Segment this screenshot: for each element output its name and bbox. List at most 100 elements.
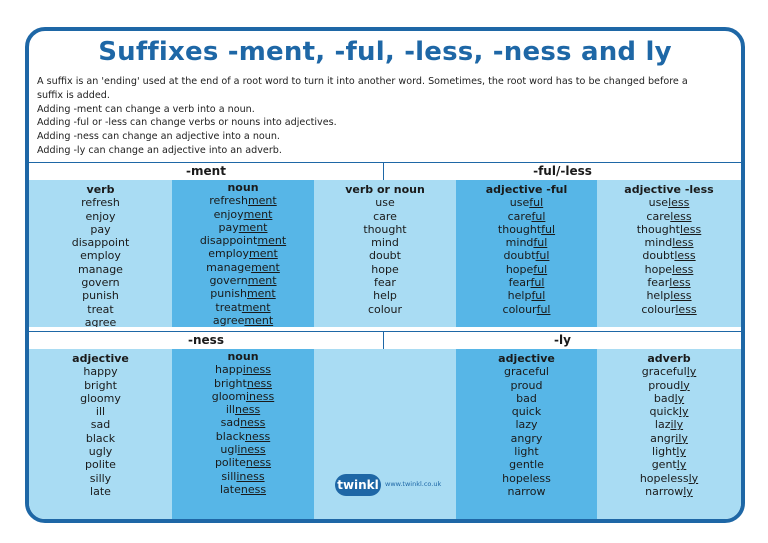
word-item: payment: [172, 221, 314, 234]
word-root: fear: [647, 276, 670, 290]
word-item: ugliness: [172, 443, 314, 456]
word-suffix: ness: [246, 376, 273, 390]
word-item: sadness: [172, 416, 314, 429]
word-item: black: [85, 431, 116, 445]
twinkl-logo: twinkl www.twinkl.co.uk: [335, 474, 455, 498]
word-item: quick: [511, 405, 542, 419]
word-item: employ: [80, 249, 121, 263]
word-suffix: ment: [248, 247, 278, 261]
word-item: useful: [456, 196, 597, 209]
word-root: manage: [206, 260, 252, 274]
word-item: punishment: [172, 287, 314, 300]
word-item: lazy: [515, 418, 538, 432]
word-item: fearless: [597, 276, 741, 289]
word-item: treat: [87, 302, 114, 316]
section-divider: [383, 331, 384, 349]
word-item: hopelessly: [597, 472, 741, 485]
word-suffix: ment: [247, 194, 277, 208]
word-suffix: ful: [531, 289, 546, 303]
intro-text: A suffix is an 'ending' used at the end …: [37, 75, 737, 158]
word-root: care: [507, 209, 532, 223]
word-root: refresh: [209, 194, 248, 208]
section-heading-ness: -ness: [29, 331, 383, 349]
word-suffix: ful: [533, 262, 548, 276]
word-item: disappointment: [172, 234, 314, 247]
word-item: useless: [597, 196, 741, 209]
word-suffix: ness: [234, 403, 261, 417]
word-item: sad: [90, 418, 111, 432]
word-suffix: less: [669, 276, 691, 290]
word-list: use care thought mind doubt hope fear help colou…: [314, 196, 456, 316]
word-root: help: [507, 289, 532, 303]
word-root: bright: [213, 376, 247, 390]
word-root: mind: [505, 236, 534, 250]
column-adverb: adverb gracefully proudly badly quickly lazi…: [597, 349, 741, 519]
word-item: graceful: [504, 365, 549, 379]
word-suffix: less: [674, 249, 696, 263]
word-item: careless: [597, 210, 741, 223]
word-item: bad: [516, 391, 537, 405]
word-suffix: ness: [245, 429, 271, 443]
column-noun-ment: noun refreshment enjoyment payment disappoi…: [172, 180, 314, 327]
word-list: happiness brightness gloominess illness sadn…: [172, 363, 314, 496]
word-suffix: ful: [536, 302, 551, 316]
word-root: black: [215, 429, 245, 443]
word-suffix: iness: [237, 443, 266, 457]
word-suffix: ment: [247, 274, 277, 288]
word-suffix: iness: [245, 389, 275, 403]
column-adjective-ness: adjective happy bright gloomy ill sad black ug…: [29, 349, 172, 519]
word-root: agree: [212, 313, 245, 327]
word-suffix: ful: [535, 249, 550, 263]
word-item: doubtless: [597, 249, 741, 262]
word-item: fearful: [456, 276, 597, 289]
word-list: graceful proud bad quick lazy angry light gentl…: [456, 365, 597, 498]
word-root: late: [219, 482, 241, 496]
intro-line: Adding -ment can change a verb into a no…: [37, 103, 255, 115]
word-suffix: ful: [531, 209, 546, 223]
word-item: mind: [371, 236, 399, 250]
word-item: enjoyment: [172, 208, 314, 221]
word-item: proudly: [597, 379, 741, 392]
word-item: disappoint: [71, 236, 130, 250]
word-suffix: less: [675, 302, 697, 316]
word-item: care: [373, 209, 397, 223]
word-root: disappoint: [199, 234, 258, 248]
word-root: enjoy: [213, 207, 244, 221]
word-suffix: less: [679, 222, 702, 236]
word-suffix: ful: [541, 222, 556, 236]
word-item: employment: [172, 247, 314, 260]
column-heading: noun: [227, 350, 259, 363]
word-suffix: ly: [678, 405, 689, 419]
word-list: refreshment enjoyment payment disappointmen…: [172, 194, 314, 327]
word-item: quickly: [597, 405, 741, 418]
word-root: punish: [210, 287, 247, 301]
word-item: doubt: [369, 249, 401, 263]
word-root: gloom: [211, 389, 246, 403]
word-item: happiness: [172, 363, 314, 376]
column-heading: adjective -ful: [485, 183, 568, 196]
word-root: happ: [215, 363, 243, 377]
word-item: silly: [89, 471, 112, 485]
column-noun-ness: noun happiness brightness gloominess illnes…: [172, 349, 314, 519]
word-suffix: ly: [680, 378, 690, 392]
word-item: ill: [95, 405, 106, 419]
word-suffix: less: [672, 236, 694, 250]
word-item: mindful: [456, 236, 597, 249]
word-item: gloominess: [172, 390, 314, 403]
word-root: polite: [214, 456, 246, 470]
word-item: use: [375, 196, 395, 210]
word-root: sill: [221, 469, 237, 483]
section-divider: [383, 162, 384, 180]
column-heading: verb: [86, 183, 115, 196]
word-item: happy: [83, 365, 118, 379]
word-root: thought: [636, 222, 680, 236]
word-suffix: ment: [246, 287, 276, 301]
word-root: laz: [654, 418, 671, 432]
word-root: hope: [505, 262, 534, 276]
word-root: graceful: [641, 365, 687, 379]
word-suffix: less: [670, 209, 692, 223]
word-root: govern: [209, 274, 248, 288]
word-item: agreement: [172, 314, 314, 327]
word-list: gracefully proudly badly quickly lazily angri…: [597, 365, 741, 498]
word-root: gent: [651, 458, 677, 472]
